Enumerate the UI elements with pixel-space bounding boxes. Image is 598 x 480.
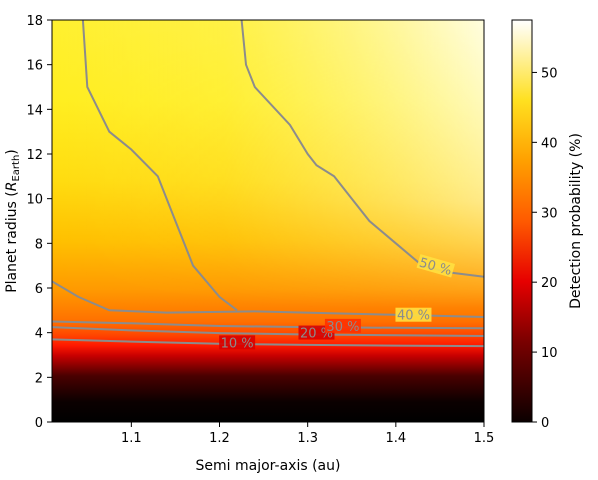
y-tick-label: 2 <box>35 371 43 386</box>
y-tick-label: 10 <box>26 193 43 208</box>
contour-line-50-4 <box>81 20 238 312</box>
y-tick-label: 0 <box>35 416 43 431</box>
y-axis-ticks: 0 2 4 6 8 10 12 14 16 18 <box>26 14 52 431</box>
x-tick-label: 1.4 <box>385 431 406 446</box>
contour-label-30: 30 % <box>326 320 359 335</box>
contour-line-20-1 <box>52 326 484 337</box>
y-tick-label: 4 <box>35 327 43 342</box>
x-tick-label: 1.1 <box>121 431 142 446</box>
colorbar-tick-label: 10 <box>541 346 558 361</box>
contour-label-bg <box>416 254 456 278</box>
x-tick-label: 1.3 <box>297 431 318 446</box>
colorbar-tick-label: 40 <box>541 136 558 151</box>
y-tick-label: 16 <box>26 59 43 74</box>
x-tick-label: 1.5 <box>474 431 495 446</box>
colorbar <box>511 19 533 423</box>
x-axis-ticks: 1.1 1.2 1.3 1.4 1.5 <box>121 422 494 446</box>
contour-line-30-2 <box>52 320 484 330</box>
colorbar-tick-label: 20 <box>541 276 558 291</box>
plot-frame <box>51 19 485 423</box>
contour-line-10-0 <box>52 338 484 348</box>
colorbar-tick-label: 30 <box>541 206 558 221</box>
heatmap-highlight <box>52 20 484 422</box>
contour-label-40: 40 % <box>397 309 430 324</box>
heatmap-area <box>52 20 484 422</box>
contour-label-20: 20 % <box>300 327 333 342</box>
contour-label-bg <box>324 318 361 333</box>
y-tick-label: 14 <box>26 103 43 118</box>
contour-label-10: 10 % <box>221 336 254 351</box>
colorbar-label: Detection probability (%) <box>568 133 584 309</box>
contour-label-bg <box>395 307 432 322</box>
y-tick-label: 18 <box>26 14 43 29</box>
x-tick-label: 1.2 <box>209 431 230 446</box>
y-tick-label: 8 <box>35 237 43 252</box>
y-tick-label: 6 <box>35 282 43 297</box>
colorbar-tick-label: 0 <box>541 416 549 431</box>
colorbar-ticks: 0 10 20 30 40 50 <box>532 66 558 431</box>
colorbar-tick-label: 50 <box>541 66 558 81</box>
contour-label-bg <box>219 335 256 350</box>
y-axis-label: Planet radius (REarth) <box>4 149 22 293</box>
y-tick-label: 12 <box>26 148 43 163</box>
x-axis-label: Semi major-axis (au) <box>196 458 341 474</box>
